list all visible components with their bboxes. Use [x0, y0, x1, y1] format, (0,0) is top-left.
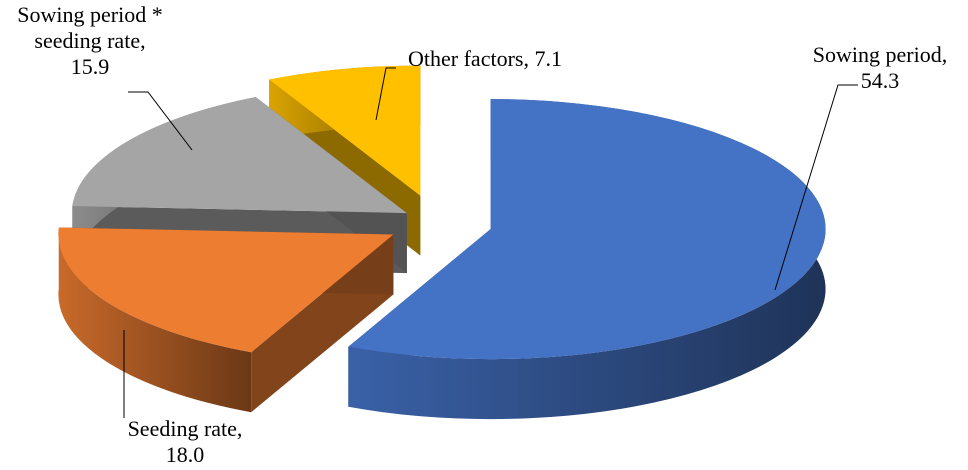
slice-top — [58, 227, 394, 353]
data-label-line: Sowing period * — [17, 2, 162, 27]
leader-line — [375, 67, 396, 121]
slice-top — [269, 65, 421, 196]
data-label-line: 18.0 — [166, 442, 205, 467]
data-label-line: 15.9 — [71, 54, 110, 79]
leader-line — [128, 91, 193, 151]
leader-line — [774, 84, 858, 291]
data-labels-layer: Sowing period, 54.3 Seeding rate, 18.0 Sowin… — [17, 2, 947, 467]
slice-top — [72, 97, 407, 214]
pie-slice-seeding-rate — [58, 227, 394, 413]
leader-lines-layer — [123, 67, 858, 418]
slice-side — [58, 227, 252, 413]
slice-top — [348, 99, 826, 360]
data-label-line: Sowing period, — [813, 42, 947, 67]
data-label-line: Other factors, 7.1 — [408, 46, 562, 71]
data-label: Seeding rate, 18.0 — [128, 416, 243, 467]
data-label: Other factors, 7.1 — [408, 46, 562, 71]
data-label-line: seeding rate, — [34, 28, 145, 53]
data-label: Sowing period, 54.3 — [813, 42, 947, 93]
data-label-line: 54.3 — [861, 68, 900, 93]
data-label-line: Seeding rate, — [128, 416, 243, 441]
data-label: Sowing period * seeding rate, 15.9 — [17, 2, 162, 79]
pie-slice-sowing-period — [348, 99, 826, 420]
slices-layer — [58, 65, 826, 420]
